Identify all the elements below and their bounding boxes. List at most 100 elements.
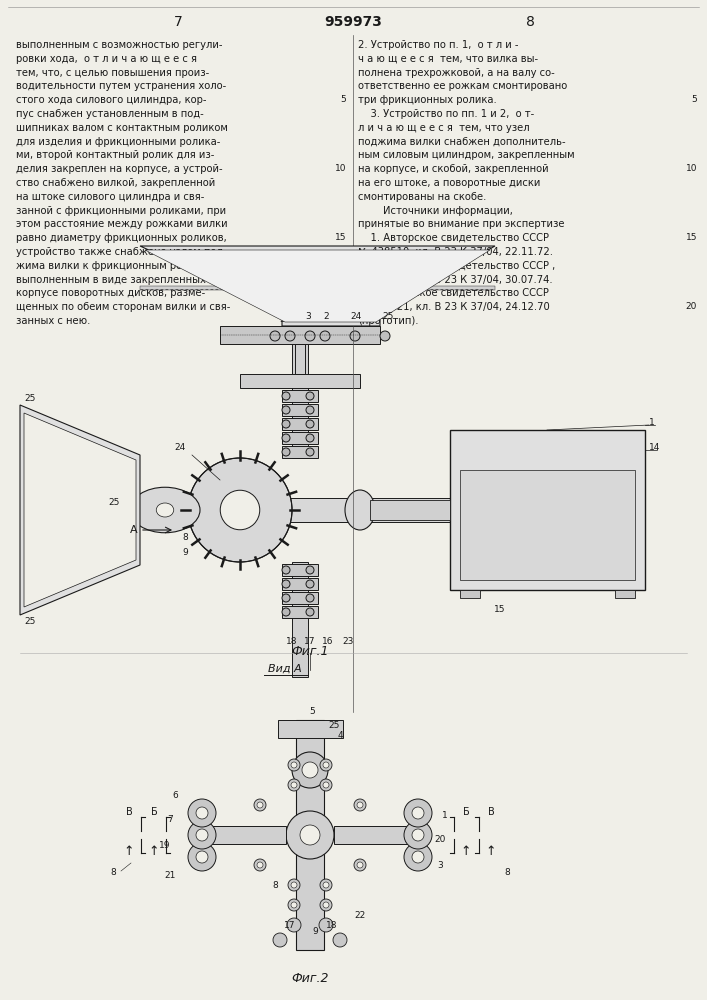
Circle shape <box>287 918 301 932</box>
Text: 20: 20 <box>434 836 445 844</box>
Text: 9: 9 <box>312 926 318 936</box>
Circle shape <box>254 859 266 871</box>
Text: занных с нею.: занных с нею. <box>16 316 90 326</box>
Text: 2: 2 <box>323 312 329 321</box>
Bar <box>282 404 318 416</box>
Text: Б: Б <box>462 807 469 817</box>
Circle shape <box>282 566 290 574</box>
Circle shape <box>282 392 290 400</box>
Text: ным силовым цилиндром, закрепленным: ным силовым цилиндром, закрепленным <box>358 150 575 160</box>
Text: 17: 17 <box>304 637 316 646</box>
Circle shape <box>188 843 216 871</box>
Bar <box>460 470 635 580</box>
Text: 3. Устройство по пп. 1 и 2,  о т-: 3. Устройство по пп. 1 и 2, о т- <box>358 109 534 119</box>
Text: № 438510, кл. В 23 К 37/04, 22.11.72.: № 438510, кл. В 23 К 37/04, 22.11.72. <box>358 247 553 257</box>
Circle shape <box>196 829 208 841</box>
Circle shape <box>282 420 290 428</box>
Circle shape <box>291 782 297 788</box>
Text: 1: 1 <box>649 418 655 427</box>
Text: 10: 10 <box>334 164 346 173</box>
Circle shape <box>288 899 300 911</box>
Text: полнена трехрожковой, а на валу со-: полнена трехрожковой, а на валу со- <box>358 68 555 78</box>
Circle shape <box>404 843 432 871</box>
Text: Фиг.2: Фиг.2 <box>291 972 329 984</box>
Circle shape <box>282 608 290 616</box>
Circle shape <box>412 829 424 841</box>
Text: 3: 3 <box>437 860 443 869</box>
Bar <box>282 578 318 590</box>
Text: ↑: ↑ <box>124 845 134 858</box>
Text: 959973: 959973 <box>324 15 382 29</box>
Circle shape <box>221 490 259 530</box>
Text: 6: 6 <box>172 790 178 800</box>
Bar <box>140 498 470 522</box>
Circle shape <box>196 851 208 863</box>
Text: В: В <box>126 807 132 817</box>
Circle shape <box>320 899 332 911</box>
Circle shape <box>323 882 329 888</box>
Text: В: В <box>488 807 494 817</box>
Text: 5: 5 <box>279 315 285 324</box>
Text: щенных по обеим сторонам вилки и свя-: щенных по обеим сторонам вилки и свя- <box>16 302 230 312</box>
Ellipse shape <box>130 487 200 533</box>
Circle shape <box>306 594 314 602</box>
Circle shape <box>188 458 292 562</box>
Text: 16: 16 <box>322 637 334 646</box>
Text: (прототип).: (прототип). <box>358 316 419 326</box>
Text: 4: 4 <box>291 315 297 324</box>
Circle shape <box>354 799 366 811</box>
Circle shape <box>323 782 329 788</box>
Text: устройство также снабжено узлом под-: устройство также снабжено узлом под- <box>16 247 227 257</box>
Circle shape <box>333 933 347 947</box>
Text: 23: 23 <box>342 637 354 646</box>
Text: ответственно ее рожкам смонтировано: ответственно ее рожкам смонтировано <box>358 81 567 91</box>
Text: 4: 4 <box>338 731 344 740</box>
Circle shape <box>323 762 329 768</box>
Text: 25: 25 <box>109 498 120 507</box>
Text: 10: 10 <box>686 164 697 173</box>
Text: 22: 22 <box>354 910 366 920</box>
Circle shape <box>319 918 333 932</box>
Circle shape <box>282 406 290 414</box>
Circle shape <box>188 821 216 849</box>
Text: 17: 17 <box>284 920 296 930</box>
Text: 2. Авторское свидетельство СССР ,: 2. Авторское свидетельство СССР , <box>358 261 555 271</box>
Circle shape <box>306 406 314 414</box>
Text: 7: 7 <box>174 15 182 29</box>
Text: 21: 21 <box>164 870 175 880</box>
Text: 9: 9 <box>182 548 188 557</box>
Text: Фиг.1: Фиг.1 <box>291 645 329 658</box>
Text: № 336121, кл. В 23 К 37/04, 24.12.70: № 336121, кл. В 23 К 37/04, 24.12.70 <box>358 302 550 312</box>
Circle shape <box>302 762 318 778</box>
Bar <box>278 720 343 738</box>
Polygon shape <box>140 246 495 326</box>
Text: 5: 5 <box>340 95 346 104</box>
Text: делия закреплен на корпусе, а устрой-: делия закреплен на корпусе, а устрой- <box>16 164 223 174</box>
Bar <box>282 418 318 430</box>
Bar <box>220 326 380 344</box>
Circle shape <box>350 331 360 341</box>
Text: 8: 8 <box>504 868 510 877</box>
Text: ↑: ↑ <box>148 845 159 858</box>
Text: ство снабжено вилкой, закрепленной: ство снабжено вилкой, закрепленной <box>16 178 215 188</box>
Text: 15: 15 <box>494 605 506 614</box>
Circle shape <box>254 799 266 811</box>
Text: Источники информации,: Источники информации, <box>358 206 513 216</box>
Text: выполненным в виде закрепленных на: выполненным в виде закрепленных на <box>16 275 221 285</box>
Text: 8: 8 <box>272 880 278 890</box>
Circle shape <box>288 759 300 771</box>
Text: 3: 3 <box>305 312 311 321</box>
Circle shape <box>285 331 295 341</box>
Text: 1: 1 <box>442 810 448 820</box>
Bar <box>282 564 318 576</box>
Text: жима вилки к фрикционным роликам,: жима вилки к фрикционным роликам, <box>16 261 218 271</box>
Text: 3. Авторское свидетельство СССР: 3. Авторское свидетельство СССР <box>358 288 549 298</box>
Circle shape <box>320 779 332 791</box>
Circle shape <box>412 851 424 863</box>
Text: 1. Авторское свидетельство СССР: 1. Авторское свидетельство СССР <box>358 233 549 243</box>
Bar <box>292 343 308 458</box>
Circle shape <box>196 807 208 819</box>
Circle shape <box>300 825 320 845</box>
Text: 5: 5 <box>309 707 315 716</box>
Text: 8: 8 <box>110 868 116 877</box>
